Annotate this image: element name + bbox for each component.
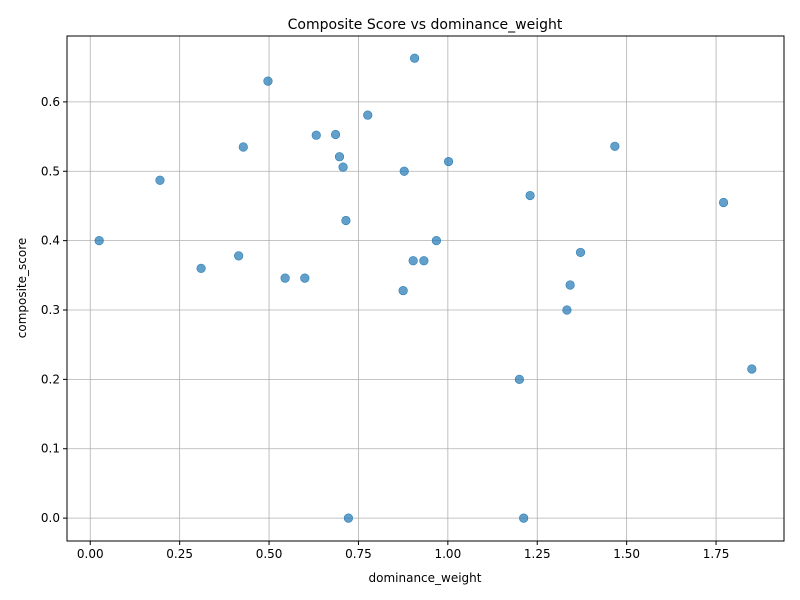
- scatter-point: [565, 280, 575, 290]
- plot-area: [67, 36, 784, 541]
- plot-frame: [66, 35, 785, 542]
- x-tick-label: 1.75: [703, 547, 730, 561]
- scatter-point: [747, 364, 757, 374]
- scatter-point: [525, 190, 535, 201]
- scatter-point: [341, 215, 351, 226]
- y-tick-label: 0.5: [41, 164, 60, 178]
- scatter-point: [519, 513, 529, 523]
- x-tick-label: 1.25: [524, 547, 551, 561]
- scatter-point: [238, 142, 248, 152]
- y-tick-label: 0.0: [41, 511, 60, 525]
- scatter-point: [196, 263, 206, 273]
- scatter-point: [718, 197, 729, 208]
- y-tick-label: 0.2: [41, 372, 60, 386]
- chart-title: Composite Score vs dominance_weight: [288, 17, 563, 33]
- scatter-point: [562, 305, 572, 315]
- x-tick-label: 0.75: [345, 547, 372, 561]
- scatter-point: [300, 273, 310, 283]
- scatter-point: [399, 166, 409, 176]
- y-axis-ticks: 0.0 0.1 0.2 0.3 0.4 0.5 0.6: [41, 95, 67, 525]
- scatter-point: [94, 236, 104, 246]
- grid: [67, 36, 784, 541]
- scatter-point: [155, 175, 165, 185]
- scatter-point: [334, 152, 345, 162]
- x-tick-label: 0.50: [256, 547, 283, 561]
- scatter-point: [263, 76, 273, 86]
- y-tick-label: 0.6: [41, 95, 60, 109]
- y-tick-label: 0.3: [41, 303, 60, 317]
- y-tick-label: 0.1: [41, 442, 60, 456]
- scatter-point: [363, 110, 373, 120]
- scatter-point: [280, 273, 290, 283]
- x-tick-label: 1.00: [434, 547, 461, 561]
- scatter-point: [234, 251, 244, 261]
- scatter-point: [610, 141, 620, 151]
- x-tick-label: 1.50: [613, 547, 640, 561]
- scatter-point: [311, 130, 321, 140]
- scatter-point: [575, 247, 586, 258]
- data-points: [94, 53, 757, 523]
- scatter-point: [338, 162, 348, 172]
- x-axis-label: dominance_weight: [369, 571, 482, 585]
- x-axis-ticks: 0.00 0.25 0.50 0.75 1.00 1.25 1.50 1.75: [77, 541, 730, 561]
- scatter-point: [330, 129, 341, 140]
- x-tick-label: 0.25: [166, 547, 193, 561]
- scatter-point: [408, 256, 418, 266]
- x-tick-label: 0.00: [77, 547, 104, 561]
- scatter-point: [419, 256, 429, 266]
- scatter-point: [409, 53, 420, 63]
- y-axis-label: composite_score: [15, 238, 29, 339]
- scatter-point: [343, 513, 354, 523]
- scatter-point: [431, 236, 442, 246]
- scatter-point: [443, 156, 454, 167]
- y-tick-label: 0.4: [41, 234, 60, 248]
- scatter-point: [514, 374, 524, 384]
- scatter-point: [398, 285, 408, 296]
